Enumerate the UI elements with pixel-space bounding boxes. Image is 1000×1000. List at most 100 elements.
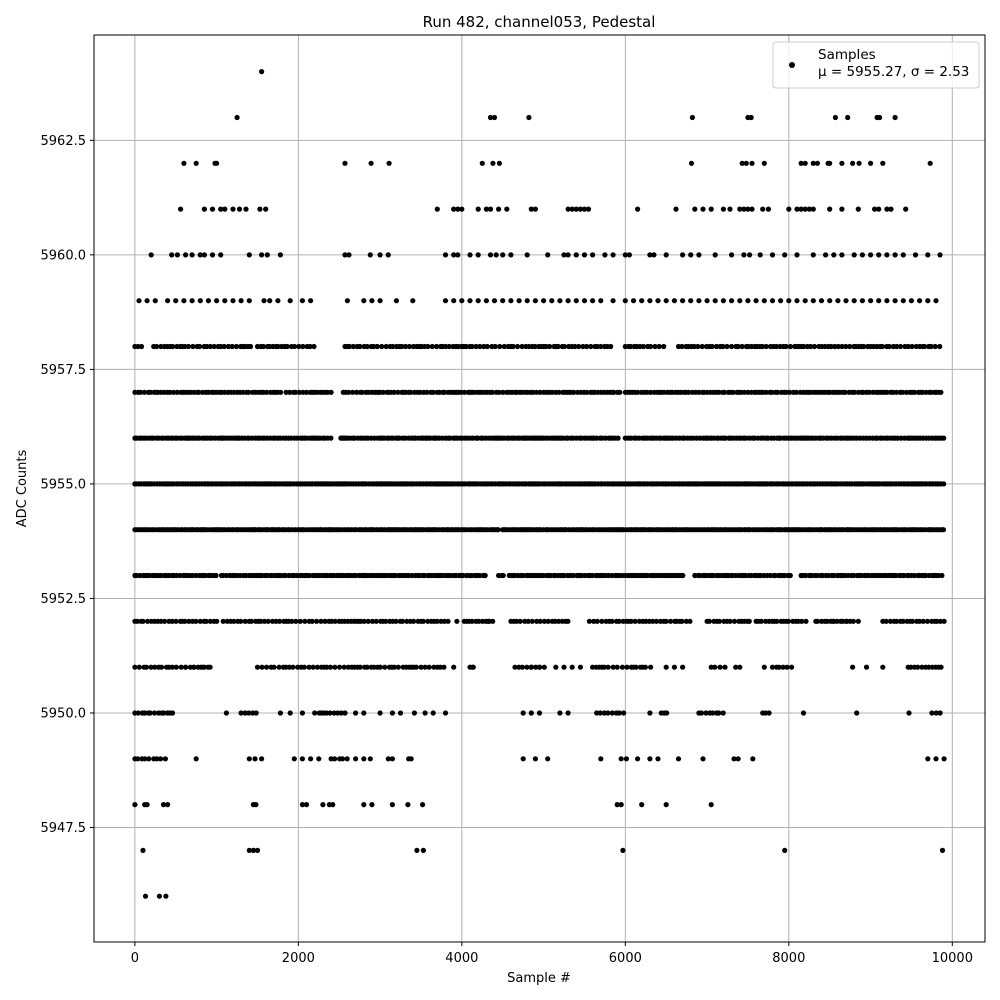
data-point xyxy=(640,343,647,350)
data-point xyxy=(695,343,701,350)
data-point xyxy=(475,252,481,258)
data-point xyxy=(328,618,335,624)
data-point xyxy=(234,114,240,121)
data-point xyxy=(441,618,447,624)
data-point xyxy=(776,664,782,670)
data-point xyxy=(594,618,600,624)
data-point xyxy=(581,298,588,304)
data-point xyxy=(414,847,420,854)
data-point xyxy=(533,664,539,670)
data-point xyxy=(847,343,853,350)
data-point xyxy=(380,389,386,395)
data-point xyxy=(835,343,841,350)
data-point xyxy=(839,343,845,350)
data-point xyxy=(828,343,834,350)
data-point xyxy=(720,298,727,304)
data-point xyxy=(299,710,305,716)
data-point xyxy=(289,618,295,624)
data-point xyxy=(316,756,322,762)
data-point xyxy=(218,252,224,258)
data-point xyxy=(872,206,878,212)
legend-box xyxy=(772,41,980,89)
data-point xyxy=(519,343,525,350)
data-point xyxy=(561,252,567,258)
data-point xyxy=(608,343,614,350)
data-point xyxy=(774,618,780,624)
data-point xyxy=(598,343,604,350)
data-point xyxy=(277,252,283,258)
data-point xyxy=(146,756,152,762)
data-point xyxy=(894,618,900,624)
data-point xyxy=(287,298,293,304)
data-point xyxy=(359,389,365,395)
data-point xyxy=(704,298,710,304)
data-point xyxy=(309,618,315,624)
data-point xyxy=(532,206,539,212)
data-point xyxy=(183,664,189,670)
data-point xyxy=(912,389,918,395)
data-point xyxy=(147,710,153,716)
data-point xyxy=(639,298,645,304)
data-point xyxy=(700,206,706,212)
data-point xyxy=(519,664,525,670)
data-point xyxy=(928,343,934,350)
data-point xyxy=(169,664,175,670)
data-point xyxy=(500,298,506,304)
data-point xyxy=(361,710,367,716)
data-point xyxy=(549,298,555,304)
data-point xyxy=(737,298,743,304)
data-point xyxy=(787,343,794,350)
data-point xyxy=(699,343,705,350)
data-point xyxy=(197,618,203,624)
data-point xyxy=(430,389,436,395)
data-point xyxy=(939,572,945,579)
data-point xyxy=(803,618,809,624)
data-point xyxy=(361,802,367,808)
data-point xyxy=(708,802,714,808)
data-point xyxy=(851,389,858,395)
data-point xyxy=(680,252,686,258)
data-point xyxy=(610,664,616,670)
data-point xyxy=(238,618,244,624)
data-point xyxy=(552,618,558,624)
data-point xyxy=(346,343,353,350)
data-point xyxy=(174,252,180,258)
data-point xyxy=(556,389,562,395)
data-point xyxy=(933,710,939,716)
data-point xyxy=(937,343,943,350)
data-point xyxy=(203,618,209,624)
data-point xyxy=(883,618,889,624)
data-point xyxy=(165,802,171,808)
data-point xyxy=(161,710,167,716)
data-point xyxy=(794,206,800,212)
data-point xyxy=(900,298,906,304)
data-point xyxy=(178,206,184,212)
data-point xyxy=(842,389,848,395)
data-point xyxy=(793,389,800,395)
data-point xyxy=(680,664,686,670)
data-point xyxy=(688,298,694,304)
data-point xyxy=(475,298,481,304)
data-point xyxy=(673,206,679,212)
data-point xyxy=(364,664,370,670)
data-point xyxy=(576,343,582,350)
data-point xyxy=(220,618,226,624)
data-point xyxy=(169,618,175,624)
data-point xyxy=(610,298,616,304)
data-point xyxy=(473,343,479,350)
data-point xyxy=(664,710,670,716)
data-point xyxy=(197,298,203,304)
data-point xyxy=(223,710,229,716)
data-point xyxy=(729,343,735,350)
data-point xyxy=(162,756,168,762)
data-point xyxy=(794,298,800,304)
data-point xyxy=(395,664,401,670)
data-point xyxy=(647,252,653,258)
data-point xyxy=(173,618,179,624)
data-point xyxy=(706,618,713,624)
data-point xyxy=(827,298,833,304)
data-point xyxy=(524,298,530,304)
data-point xyxy=(794,252,800,258)
data-point xyxy=(696,298,702,304)
data-point xyxy=(565,252,571,258)
